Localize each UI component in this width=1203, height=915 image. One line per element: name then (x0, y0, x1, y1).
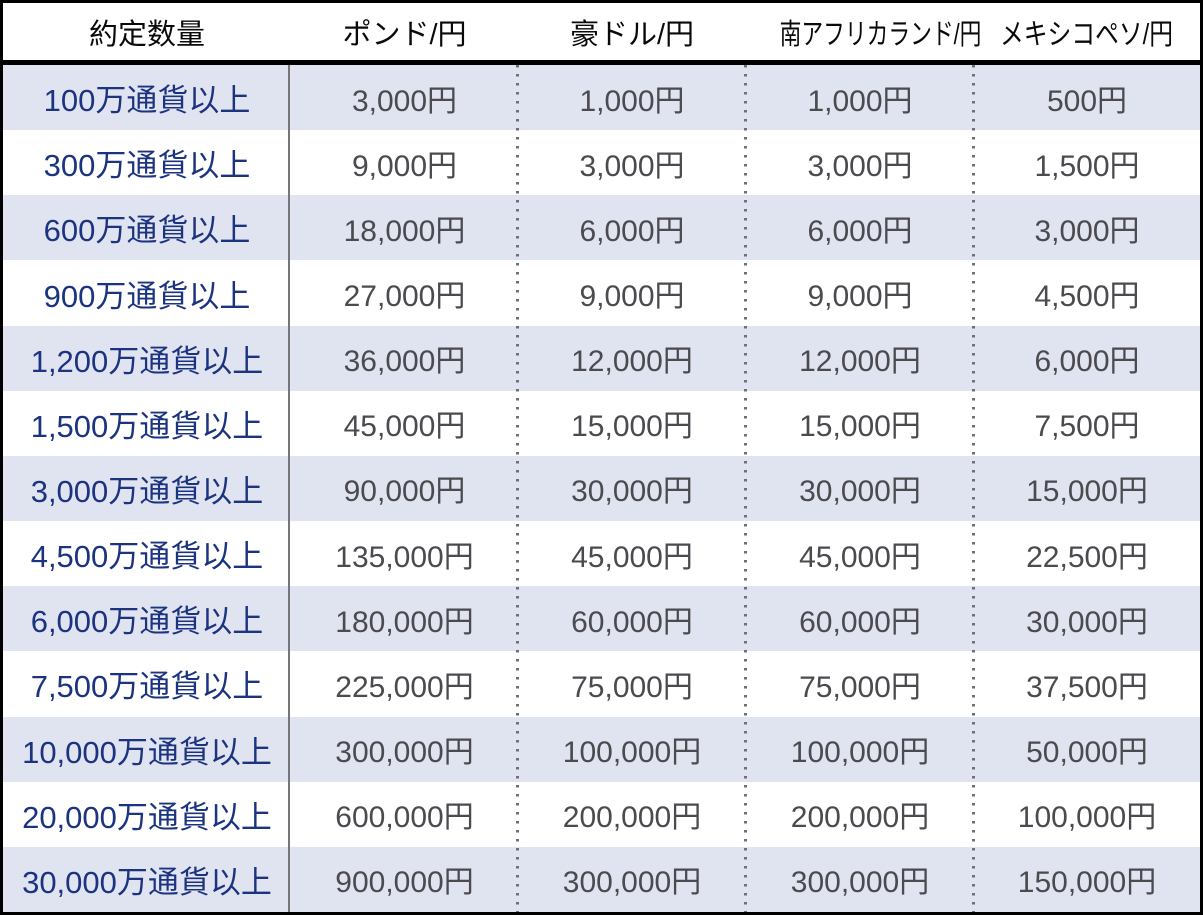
table-row: 900万通貨以上 27,000円 9,000円 9,000円 4,500円 (3, 260, 1200, 326)
fee-cell: 3,000円 (579, 149, 685, 183)
table-row: 4,500万通貨以上 135,000円 45,000円 45,000円 22,500円 (3, 521, 1200, 587)
quantity-cell: 600万通貨以上 (43, 213, 251, 249)
table-row: 10,000万通貨以上 300,000円 100,000円 100,000円 50,00… (3, 716, 1200, 782)
fee-cell: 30,000円 (1026, 605, 1148, 639)
table-row: 6,000万通貨以上 180,000円 60,000円 60,000円 30,000円 (3, 586, 1200, 652)
quantity-cell: 900万通貨以上 (43, 278, 251, 314)
fee-cell: 4,500円 (1034, 280, 1140, 314)
fee-cell: 22,500円 (1026, 540, 1148, 574)
quantity-cell: 100万通貨以上 (43, 83, 251, 119)
column-header-zar-jpy-label: 南アフリカランド/円 (779, 18, 982, 51)
table-row: 100万通貨以上 3,000円 1,000円 1,000円 500円 (3, 65, 1200, 131)
fee-cell: 90,000円 (343, 475, 466, 509)
fee-cell: 12,000円 (799, 345, 921, 379)
fee-cell: 7,500円 (1034, 410, 1140, 444)
fee-cell: 60,000円 (571, 605, 693, 639)
fee-cell: 225,000円 (335, 670, 474, 704)
fee-cell: 3,000円 (807, 149, 913, 183)
quantity-cell: 3,000万通貨以上 (30, 473, 264, 509)
fee-cell: 900,000円 (335, 866, 474, 900)
fee-cell: 30,000円 (799, 475, 921, 509)
fee-cell: 15,000円 (571, 410, 693, 444)
column-header-aud-jpy-label: 豪ドル/円 (569, 18, 695, 51)
fee-cell: 135,000円 (335, 540, 474, 574)
fee-cell: 180,000円 (335, 605, 474, 639)
fee-cell: 37,500円 (1026, 670, 1148, 704)
table-body: 100万通貨以上 3,000円 1,000円 1,000円 500円 300万通貨以上 9,… (3, 65, 1200, 912)
fee-cell: 9,000円 (351, 149, 458, 183)
fee-cell: 500円 (1046, 84, 1128, 118)
table-row: 300万通貨以上 9,000円 3,000円 3,000円 1,500円 (3, 130, 1200, 196)
fee-cell: 300,000円 (790, 866, 930, 900)
fee-cell: 200,000円 (562, 801, 702, 835)
fee-cell: 3,000円 (351, 84, 458, 118)
fee-cell: 9,000円 (579, 280, 685, 314)
fee-cell: 27,000円 (343, 280, 466, 314)
fee-cell: 1,000円 (807, 84, 913, 118)
column-header-mxn-jpy-label: メキシコペソ/円 (1000, 18, 1174, 51)
fee-cell: 12,000円 (571, 345, 693, 379)
fee-cell: 9,000円 (807, 280, 913, 314)
fee-cell: 15,000円 (799, 410, 921, 444)
column-header-quantity-label: 約定数量 (88, 18, 205, 51)
column-header-zar-jpy: 南アフリカランド/円 (746, 11, 982, 53)
fee-cell: 45,000円 (343, 410, 466, 444)
quantity-cell: 10,000万通貨以上 (22, 734, 272, 770)
fee-cell: 75,000円 (799, 670, 921, 704)
fee-cell: 3,000円 (1034, 214, 1140, 248)
table-row: 1,500万通貨以上 45,000円 15,000円 15,000円 7,500円 (3, 390, 1200, 456)
quantity-cell: 1,200万通貨以上 (30, 343, 264, 379)
column-header-quantity: 約定数量 (3, 11, 291, 53)
quantity-cell: 7,500万通貨以上 (30, 669, 264, 705)
table-row: 3,000万通貨以上 90,000円 30,000円 30,000円 15,000円 (3, 455, 1200, 522)
table-row: 20,000万通貨以上 600,000円 200,000円 200,000円 100,0… (3, 781, 1200, 847)
fee-cell: 50,000円 (1026, 736, 1148, 770)
table-row: 30,000万通貨以上 900,000円 300,000円 300,000円 150,0… (3, 846, 1200, 912)
fee-cell: 60,000円 (799, 605, 921, 639)
fee-cell: 100,000円 (1017, 801, 1157, 835)
fee-cell: 6,000円 (807, 214, 913, 248)
fee-cell: 75,000円 (571, 670, 693, 704)
column-header-mxn-jpy: メキシコペソ/円 (974, 11, 1200, 53)
quantity-cell: 1,500万通貨以上 (30, 408, 264, 444)
fee-cell: 30,000円 (571, 475, 693, 509)
fee-cell: 200,000円 (790, 801, 930, 835)
table-row: 600万通貨以上 18,000円 6,000円 6,000円 3,000円 (3, 195, 1200, 261)
table-row: 1,200万通貨以上 36,000円 12,000円 12,000円 6,000円 (3, 325, 1200, 391)
fee-cell: 45,000円 (571, 540, 693, 574)
table-row: 7,500万通貨以上 225,000円 75,000円 75,000円 37,500円 (3, 651, 1200, 717)
fee-cell: 6,000円 (1034, 345, 1140, 379)
fee-cell: 150,000円 (1017, 866, 1157, 900)
fee-cell: 300,000円 (562, 866, 702, 900)
fee-cell: 100,000円 (562, 736, 702, 770)
quantity-cell: 30,000万通貨以上 (22, 864, 272, 900)
fee-cell: 15,000円 (1026, 475, 1148, 509)
fee-cell: 600,000円 (335, 801, 474, 835)
fee-cell: 18,000円 (343, 214, 466, 248)
fee-cell: 36,000円 (343, 345, 466, 379)
fee-cell: 1,500円 (1034, 149, 1140, 183)
column-header-gbp-jpy: ポンド/円 (291, 11, 518, 53)
quantity-cell: 4,500万通貨以上 (30, 539, 264, 575)
quantity-cell: 6,000万通貨以上 (30, 604, 264, 640)
fee-cell: 300,000円 (335, 736, 474, 770)
fee-cell: 100,000円 (790, 736, 930, 770)
fee-cell: 6,000円 (579, 214, 685, 248)
fee-cell: 1,000円 (579, 84, 685, 118)
table-header: 約定数量 ポンド/円 豪ドル/円 南アフリカランド/円 メキシコペソ/円 (3, 3, 1200, 65)
fee-cell: 45,000円 (799, 540, 921, 574)
column-header-gbp-jpy-label: ポンド/円 (342, 18, 467, 51)
column-header-aud-jpy: 豪ドル/円 (518, 11, 746, 53)
quantity-cell: 20,000万通貨以上 (22, 799, 272, 835)
quantity-cell: 300万通貨以上 (43, 148, 251, 184)
